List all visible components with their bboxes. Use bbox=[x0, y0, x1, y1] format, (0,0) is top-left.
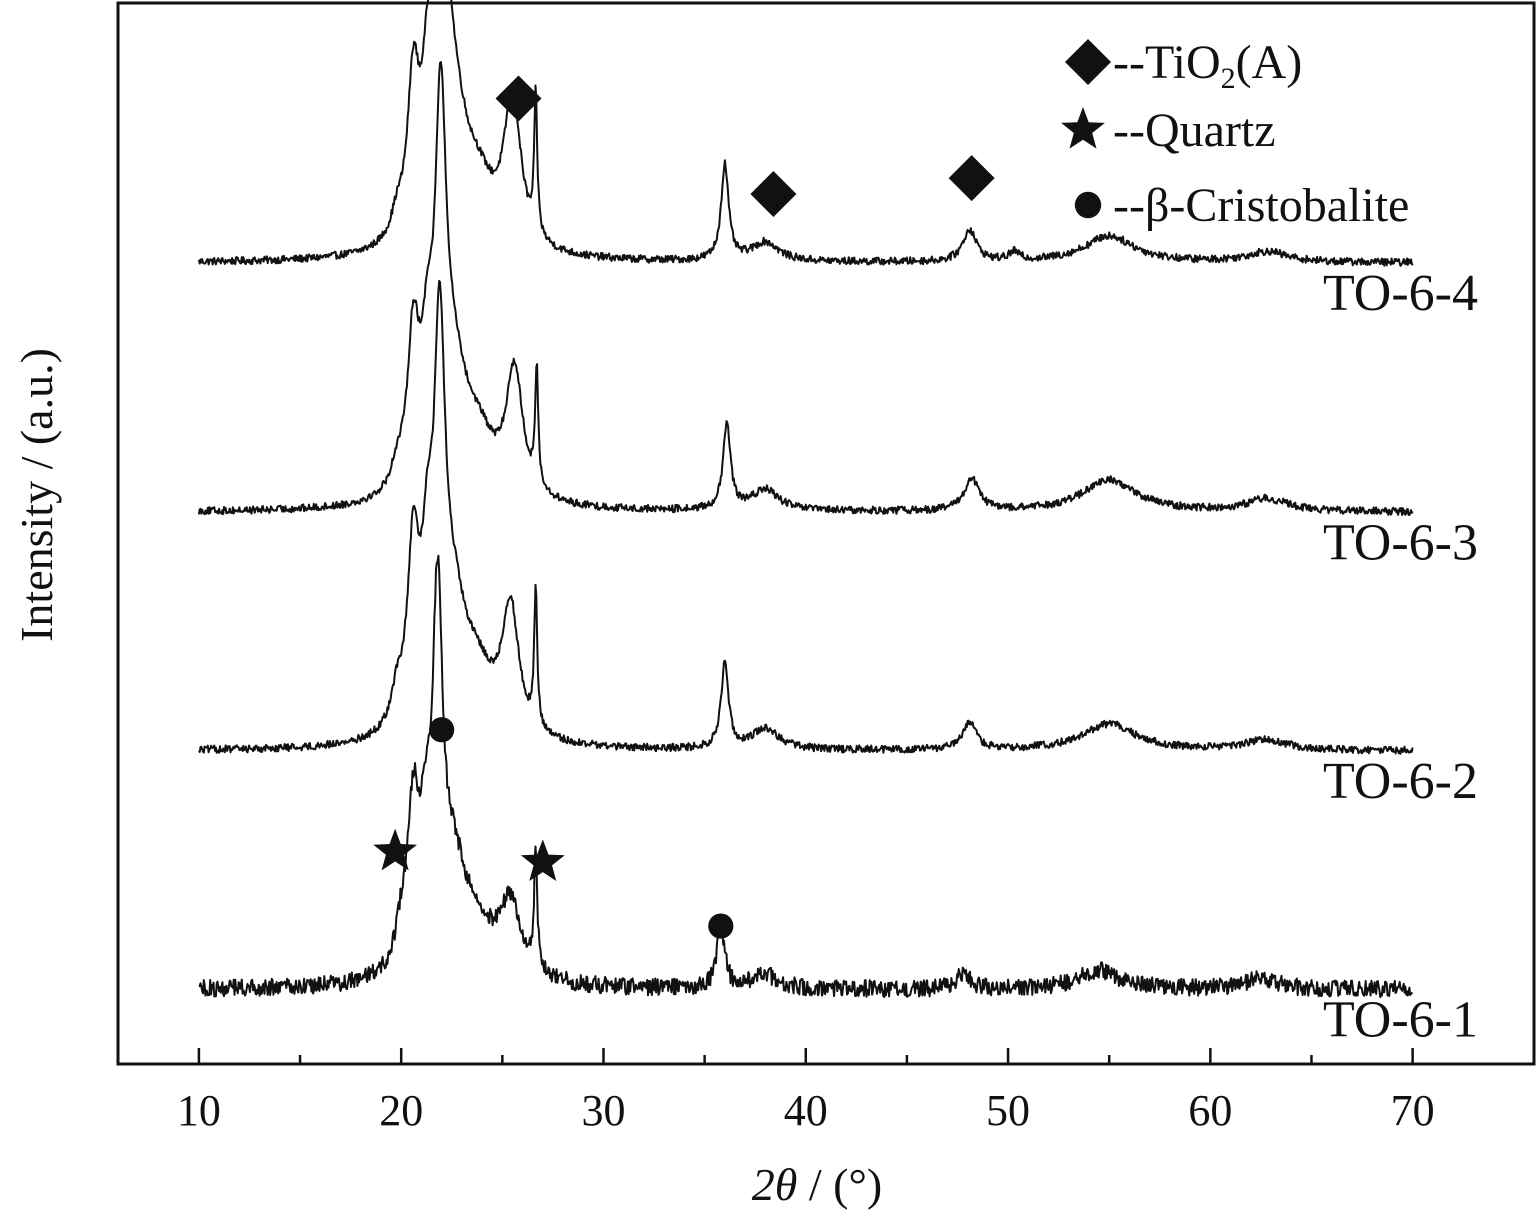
diamond-peak-marker bbox=[495, 75, 542, 122]
legend-circle-icon bbox=[1074, 191, 1102, 219]
legend-entry-label: --TiO2(A) bbox=[1113, 36, 1302, 95]
diamond-peak-marker bbox=[750, 170, 797, 217]
y-axis-label: Intensity / (a.u.) bbox=[11, 348, 62, 642]
star-peak-marker bbox=[373, 828, 417, 871]
diamond-peak-marker bbox=[948, 155, 995, 202]
x-tick-label: 30 bbox=[581, 1086, 625, 1135]
circle-peak-marker bbox=[429, 717, 455, 743]
series-label-to-6-1: TO-6-1 bbox=[1323, 992, 1478, 1049]
peak-markers bbox=[373, 75, 995, 939]
series-labels: TO-6-4 TO-6-3 TO-6-2 TO-6-1 bbox=[1323, 265, 1478, 1049]
x-axis-label: 2θ / (°) bbox=[752, 1159, 882, 1210]
legend-star-icon bbox=[1061, 107, 1105, 149]
x-axis-label-var: 2θ bbox=[752, 1159, 798, 1210]
circle-peak-marker bbox=[708, 913, 734, 939]
legend-entry-label: --β-Cristobalite bbox=[1113, 179, 1409, 232]
x-tick-label: 60 bbox=[1188, 1086, 1232, 1135]
legend-diamond-icon bbox=[1065, 39, 1111, 85]
x-tick-label: 50 bbox=[986, 1086, 1030, 1135]
series-label-to-6-4: TO-6-4 bbox=[1323, 265, 1478, 322]
x-tick-label: 70 bbox=[1391, 1086, 1435, 1135]
legend: --TiO2(A) --Quartz --β-Cristobalite bbox=[1061, 36, 1409, 232]
series-layer bbox=[197, 0, 1414, 999]
legend-entry-label: --Quartz bbox=[1113, 104, 1276, 157]
series-line-to-6-2 bbox=[198, 279, 1414, 755]
series-line-to-6-3 bbox=[197, 61, 1414, 516]
series-line-to-6-1 bbox=[198, 554, 1413, 999]
series-label-to-6-3: TO-6-3 bbox=[1323, 514, 1478, 571]
x-tick-label: 10 bbox=[177, 1086, 221, 1135]
series-label-to-6-2: TO-6-2 bbox=[1323, 753, 1478, 810]
x-tick-label: 40 bbox=[784, 1086, 828, 1135]
x-tick-label: 20 bbox=[379, 1086, 423, 1135]
x-axis: 10 20 30 40 50 60 70 bbox=[177, 1048, 1435, 1135]
x-axis-label-unit: / (°) bbox=[797, 1159, 882, 1210]
plot-frame bbox=[116, 1, 1536, 1066]
series-line-to-6-4 bbox=[197, 0, 1414, 267]
star-peak-marker bbox=[520, 839, 565, 881]
